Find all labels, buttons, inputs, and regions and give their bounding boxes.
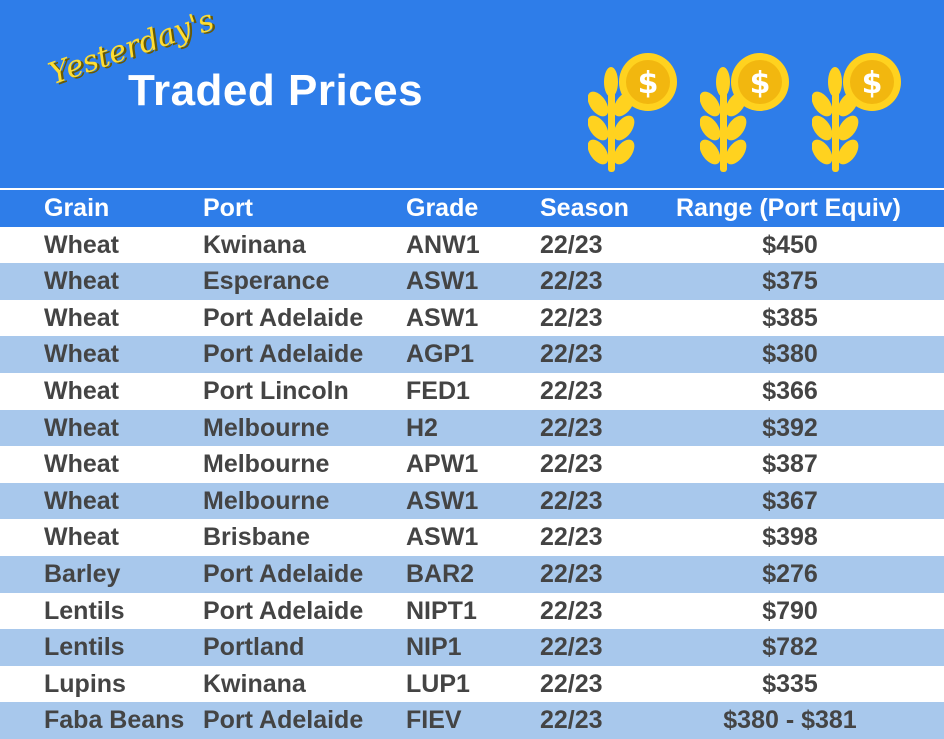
port-cell: Port Adelaide [203,340,364,369]
table-row: Barley Port Adelaide BAR2 22/23 $276 [0,555,944,593]
table-row: Wheat Port Adelaide ASW1 22/23 $385 [0,300,944,337]
port-cell: Port Adelaide [203,706,364,735]
table-row: Wheat Melbourne APW1 22/23 $387 [0,446,944,483]
table-row: Wheat Melbourne H2 22/23 $392 [0,409,944,447]
range-cell: $782 [762,633,818,662]
grain-cell: Wheat [44,413,119,442]
grade-cell: FED1 [406,376,470,405]
grade-cell: ASW1 [406,523,479,552]
range-cell: $380 [762,340,818,369]
table-row: Lentils Port Adelaide NIPT1 22/23 $790 [0,593,944,630]
season-cell: 22/23 [540,303,603,332]
season-cell: 22/23 [540,596,603,625]
season-cell: 22/23 [540,669,603,698]
grain-cell: Lupins [44,669,126,698]
grade-cell: LUP1 [406,669,470,698]
season-cell: 22/23 [540,486,603,515]
port-cell: Port Adelaide [203,559,364,588]
range-cell: $366 [762,376,818,405]
wheat-coin-icon: $ [700,53,789,172]
port-cell: Port Lincoln [203,376,349,405]
grade-cell: BAR2 [406,559,475,588]
grain-cell: Lentils [44,596,125,625]
table-row: Wheat Kwinana ANW1 22/23 $450 [0,227,944,264]
column-header-grade: Grade [406,194,479,222]
range-cell: $276 [762,559,818,588]
range-cell: $387 [762,450,818,479]
range-cell: $398 [762,523,818,552]
grain-cell: Barley [44,559,121,588]
grain-cell: Wheat [44,376,119,405]
table-row: Lupins Kwinana LUP1 22/23 $335 [0,666,944,703]
port-cell: Brisbane [203,523,310,552]
grain-cell: Wheat [44,450,119,479]
grain-cell: Wheat [44,267,119,296]
range-cell: $335 [762,669,818,698]
svg-text:$: $ [638,66,659,101]
port-cell: Melbourne [203,450,330,479]
season-cell: 22/23 [540,267,603,296]
season-cell: 22/23 [540,706,603,735]
grade-cell: NIP1 [406,633,462,662]
grade-cell: AGP1 [406,340,475,369]
column-header-grain: Grain [44,194,110,222]
port-cell: Kwinana [203,230,306,259]
grade-cell: FIEV [406,706,462,735]
grain-cell: Wheat [44,230,119,259]
range-cell: $392 [762,413,818,442]
season-cell: 22/23 [540,523,603,552]
port-cell: Kwinana [203,669,306,698]
grain-cell: Wheat [44,303,119,332]
header-banner: Yesterday's Traded Prices $ [0,0,944,188]
grain-cell: Faba Beans [44,706,185,735]
season-cell: 22/23 [540,413,603,442]
column-header-port: Port [203,194,253,222]
table-row: Faba Beans Port Adelaide FIEV 22/23 $380… [0,702,944,739]
wheat-coin-icon: $ [812,53,901,172]
svg-text:$: $ [750,66,771,101]
season-cell: 22/23 [540,376,603,405]
page-title: Traded Prices [128,66,424,115]
range-cell: $450 [762,230,818,259]
grain-cell: Wheat [44,340,119,369]
grain-cell: Lentils [44,633,125,662]
table-row: Lentils Portland NIP1 22/23 $782 [0,629,944,666]
prices-table: Grain Port Grade Season Range (Port Equi… [0,190,944,739]
range-cell: $367 [762,486,818,515]
grade-cell: ASW1 [406,267,479,296]
grain-cell: Wheat [44,486,119,515]
port-cell: Melbourne [203,486,330,515]
range-cell: $790 [762,596,818,625]
table-row: Wheat Port Lincoln FED1 22/23 $366 [0,373,944,410]
grade-cell: ANW1 [406,230,480,259]
season-cell: 22/23 [540,559,603,588]
table-row: Wheat Brisbane ASW1 22/23 $398 [0,519,944,556]
table-header-row: Grain Port Grade Season Range (Port Equi… [0,190,944,227]
range-cell: $385 [762,303,818,332]
table-row: Wheat Esperance ASW1 22/23 $375 [0,263,944,300]
grain-cell: Wheat [44,523,119,552]
season-cell: 22/23 [540,230,603,259]
port-cell: Melbourne [203,413,330,442]
range-cell: $375 [762,267,818,296]
season-cell: 22/23 [540,633,603,662]
svg-text:$: $ [862,66,883,101]
port-cell: Portland [203,633,305,662]
grade-cell: ASW1 [406,303,479,332]
column-header-range: Range (Port Equiv) [676,194,902,222]
grade-cell: APW1 [406,450,479,479]
port-cell: Port Adelaide [203,596,364,625]
grade-cell: ASW1 [406,486,479,515]
grade-cell: H2 [406,413,438,442]
port-cell: Port Adelaide [203,303,364,332]
range-cell: $380 - $381 [723,706,857,735]
season-cell: 22/23 [540,340,603,369]
table-row: Wheat Melbourne ASW1 22/23 $367 [0,482,944,520]
wheat-coin-icon: $ [588,53,677,172]
column-header-season: Season [540,194,629,222]
port-cell: Esperance [203,267,330,296]
season-cell: 22/23 [540,450,603,479]
table-row: Wheat Port Adelaide AGP1 22/23 $380 [0,336,944,373]
grade-cell: NIPT1 [406,596,477,625]
